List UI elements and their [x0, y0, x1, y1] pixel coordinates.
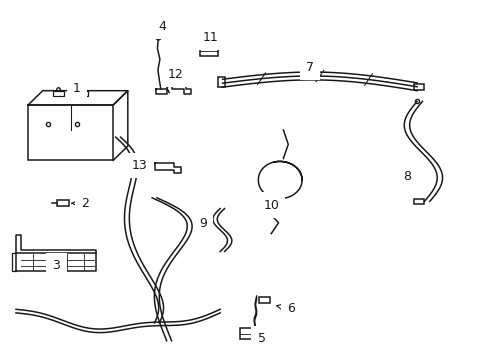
Bar	[77, 91, 88, 96]
Bar	[57, 200, 69, 206]
Text: 8: 8	[403, 170, 410, 183]
Text: 4: 4	[158, 20, 165, 33]
Text: 10: 10	[263, 198, 279, 212]
Bar	[217, 77, 224, 87]
Text: 3: 3	[52, 259, 60, 272]
Text: 13: 13	[132, 159, 147, 172]
Text: 11: 11	[202, 31, 218, 44]
Bar	[28, 105, 113, 160]
Bar	[259, 297, 269, 303]
Bar	[200, 45, 218, 56]
Text: 2: 2	[72, 197, 89, 210]
Text: 7: 7	[304, 61, 313, 74]
Text: 1: 1	[70, 82, 81, 95]
Text: 12: 12	[167, 68, 183, 81]
Text: 9: 9	[199, 217, 208, 230]
Bar	[413, 84, 424, 90]
Bar	[413, 199, 424, 204]
Bar	[53, 91, 63, 96]
Text: 5: 5	[257, 333, 265, 346]
Bar	[239, 328, 271, 339]
Text: 6: 6	[276, 302, 294, 315]
